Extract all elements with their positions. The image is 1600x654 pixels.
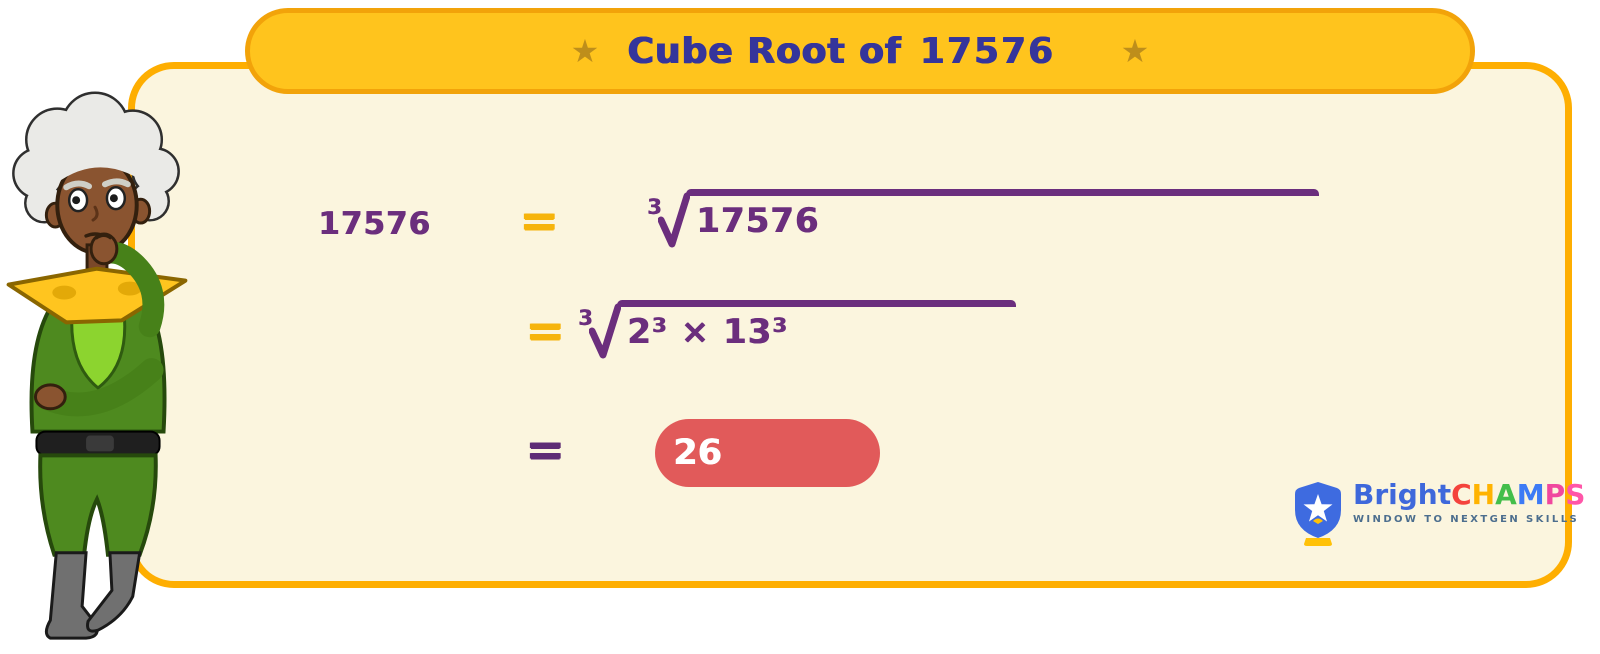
cube-root-expression-row2: 3 2³ × 13³ (576, 300, 1016, 362)
shield-star-icon (1295, 482, 1341, 546)
brightchamps-logo: BrightCHAMPS WINDOW TO NEXTGEN SKILLS (1293, 478, 1586, 546)
page-title-number: 17576 (919, 30, 1055, 72)
root-index: 3 (647, 195, 662, 219)
logo-letter-s: S (1565, 478, 1586, 511)
radicand-row2: 2³ × 13³ (627, 312, 788, 352)
root-index: 3 (578, 306, 593, 330)
answer-pill: 26 (655, 419, 880, 487)
logo-letter-a: A (1495, 478, 1517, 511)
equals-sign-row1: = (520, 193, 559, 247)
equals-sign-row2: = (526, 303, 565, 357)
thinking-teacher-illustration (6, 91, 188, 640)
logo-letter-h: H (1471, 478, 1496, 511)
logo-wordmark: BrightCHAMPS (1353, 478, 1586, 511)
star-icon: ★ (1120, 32, 1150, 70)
cube-root-expression-row1: 3 17576 (645, 189, 1319, 251)
page-title: Cube Root of (627, 30, 902, 72)
radicand-row1: 17576 (696, 201, 820, 241)
equals-sign-row3: = (526, 422, 565, 476)
logo-letter-p: P (1544, 478, 1566, 511)
vinculum: 17576 (686, 189, 1319, 241)
logo-letter-c: C (1451, 478, 1472, 511)
equation-lhs: 17576 (318, 206, 431, 242)
radical-sign-icon (658, 192, 690, 248)
answer-value: 26 (673, 433, 722, 473)
title-banner: ★ Cube Root of 17576 ★ (245, 8, 1475, 94)
logo-bright-text: Bright (1353, 478, 1452, 511)
star-icon: ★ (570, 32, 600, 70)
radical-sign-icon (589, 303, 621, 359)
logo-letter-m: M (1516, 478, 1545, 511)
logo-tagline: WINDOW TO NEXTGEN SKILLS (1353, 513, 1580, 525)
vinculum: 2³ × 13³ (617, 300, 1016, 352)
